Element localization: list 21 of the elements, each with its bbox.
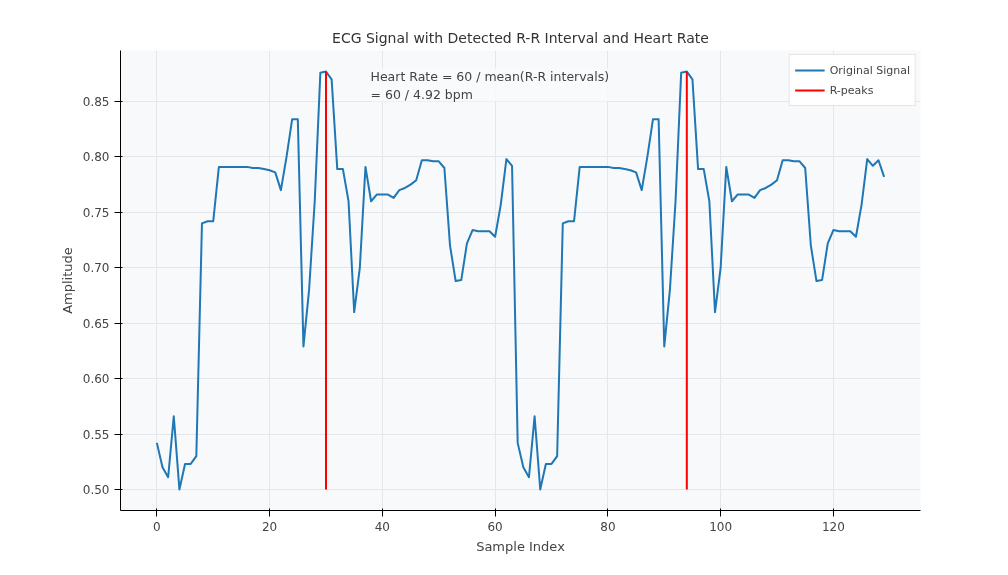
annotation: Heart Rate = 60 / mean(R-R intervals) = 60 / 4.92 bpm: [370, 68, 610, 102]
x-tick-label: 100: [709, 519, 733, 534]
y-axis-title: Amplitude: [59, 247, 75, 314]
x-tick-label: 120: [821, 519, 845, 534]
y-tick-label: 0.50: [82, 482, 110, 497]
x-tick-label: 60: [487, 519, 503, 534]
x-tick-label: 0: [153, 519, 161, 534]
y-tick-label: 0.60: [82, 372, 110, 387]
y-tick-label: 0.70: [82, 261, 110, 276]
y-tick-label: 0.55: [82, 427, 110, 442]
y-tick-label: 0.75: [82, 205, 110, 220]
y-tick-label: 0.65: [82, 316, 110, 331]
x-tick-label: 20: [261, 519, 278, 534]
x-tick-label: 80: [600, 519, 616, 534]
y-tick-label: 0.85: [82, 94, 110, 109]
x-tick-label: 40: [374, 519, 391, 534]
x-axis-title: Sample Index: [476, 538, 566, 554]
legend-label: R-peaks: [829, 83, 874, 97]
chart-title: ECG Signal with Detected R-R Interval and Heart Rate: [332, 29, 709, 46]
legend-label: Original Signal: [829, 63, 910, 77]
y-tick-label: 0.80: [82, 150, 110, 165]
